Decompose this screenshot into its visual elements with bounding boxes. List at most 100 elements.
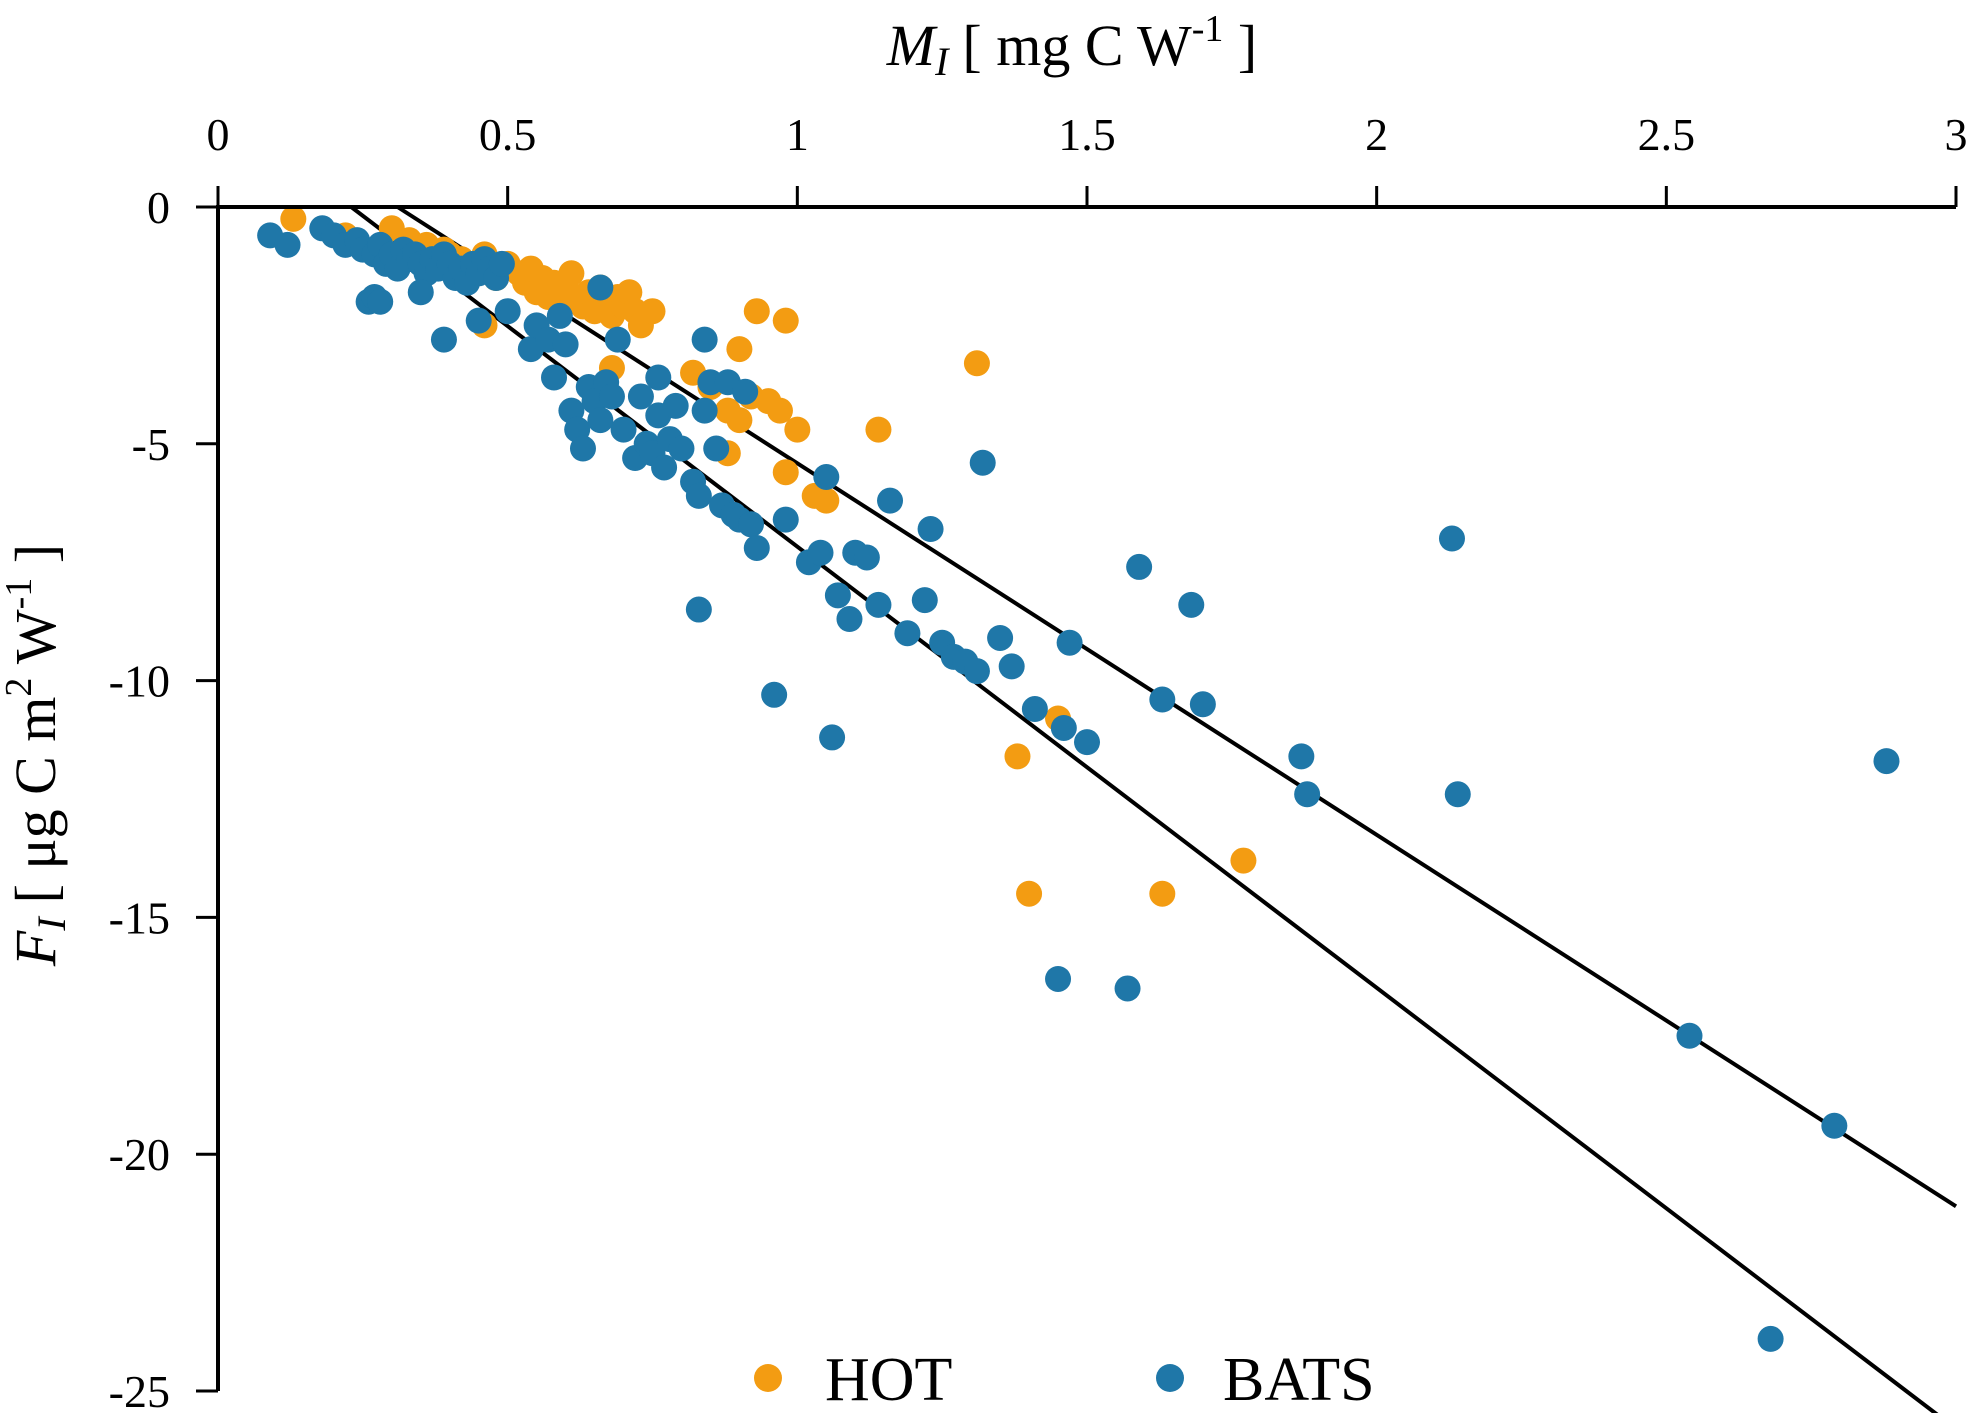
bats-point bbox=[813, 463, 840, 490]
bats-point bbox=[737, 511, 764, 538]
bats-point bbox=[465, 307, 492, 334]
bats-point bbox=[691, 397, 718, 424]
bats-point bbox=[604, 326, 631, 353]
hot-point bbox=[813, 487, 840, 514]
hot-point bbox=[963, 350, 990, 377]
x-ticks: 0 0.5 1 1.5 2 2.5 3 bbox=[207, 109, 1968, 207]
bats-point bbox=[662, 392, 689, 419]
bats-point bbox=[836, 606, 863, 633]
bats-point bbox=[488, 250, 515, 277]
hot-point bbox=[865, 416, 892, 443]
bats-point bbox=[552, 331, 579, 358]
bats-point bbox=[1873, 748, 1900, 775]
bats-point bbox=[998, 653, 1025, 680]
hot-point bbox=[1149, 880, 1176, 907]
bats-point bbox=[1294, 781, 1321, 808]
bats-point bbox=[911, 587, 938, 614]
legend-bats-marker bbox=[1156, 1364, 1184, 1392]
hot-point bbox=[772, 459, 799, 486]
bats-point bbox=[668, 435, 695, 462]
bats-point bbox=[1189, 691, 1216, 718]
hot-point bbox=[766, 397, 793, 424]
bats-point bbox=[807, 539, 834, 566]
bats-point bbox=[865, 591, 892, 618]
bats-point bbox=[685, 482, 712, 509]
bats-point bbox=[645, 364, 672, 391]
hot-point bbox=[558, 260, 585, 287]
bats-point bbox=[732, 378, 759, 405]
bats-point bbox=[877, 487, 904, 514]
x-tick-label: 2 bbox=[1365, 109, 1388, 160]
bats-point bbox=[430, 326, 457, 353]
hot-point bbox=[639, 298, 666, 325]
x-axis-title: MI[ mg C W-1 ] bbox=[886, 8, 1257, 84]
bats-point bbox=[541, 364, 568, 391]
bats-point bbox=[1021, 696, 1048, 723]
bats-point bbox=[1050, 714, 1077, 741]
hot-point bbox=[280, 205, 307, 232]
x-tick-label: 2.5 bbox=[1638, 109, 1696, 160]
bats-point bbox=[1288, 743, 1315, 770]
y-tick-label: -5 bbox=[132, 419, 170, 470]
bats-point bbox=[853, 544, 880, 571]
hot-point bbox=[784, 416, 811, 443]
bats-point bbox=[1126, 553, 1153, 580]
hot-point bbox=[1016, 880, 1043, 907]
x-tick-label: 0 bbox=[207, 109, 230, 160]
bats-point bbox=[569, 435, 596, 462]
hot-point bbox=[1230, 847, 1257, 874]
bats-point bbox=[1114, 975, 1141, 1002]
x-tick-label: 0.5 bbox=[479, 109, 537, 160]
bats-point bbox=[703, 435, 730, 462]
bats-point bbox=[587, 274, 614, 301]
bats-point bbox=[1821, 1112, 1848, 1139]
bats-point bbox=[819, 724, 846, 751]
bats-point bbox=[1045, 965, 1072, 992]
bats-point bbox=[894, 620, 921, 647]
bats-point bbox=[274, 231, 301, 258]
y-tick-label: -25 bbox=[109, 1366, 170, 1413]
bats-point bbox=[917, 516, 944, 543]
legend-hot-label: HOT bbox=[825, 1346, 952, 1413]
hot-point bbox=[1004, 743, 1031, 770]
y-tick-label: -10 bbox=[109, 656, 170, 707]
regression-line bbox=[350, 205, 1939, 1413]
bats-point bbox=[367, 288, 394, 315]
y-tick-label: -20 bbox=[109, 1129, 170, 1180]
legend: HOT BATS bbox=[754, 1346, 1375, 1413]
legend-bats-label: BATS bbox=[1223, 1346, 1375, 1413]
hot-point bbox=[772, 307, 799, 334]
bats-point bbox=[610, 416, 637, 443]
bats-point bbox=[987, 624, 1014, 651]
y-axis-title: FI[ μg C m2 W-1 ] bbox=[0, 544, 74, 967]
bats-point bbox=[1178, 591, 1205, 618]
bats-point bbox=[743, 534, 770, 561]
bats-point bbox=[627, 383, 654, 410]
x-tick-label: 3 bbox=[1945, 109, 1968, 160]
bats-point bbox=[1676, 1022, 1703, 1049]
bats-point bbox=[1056, 629, 1083, 656]
bats-point bbox=[587, 407, 614, 434]
bats-point bbox=[1757, 1325, 1784, 1352]
hot-point bbox=[726, 336, 753, 363]
bats-point bbox=[1074, 729, 1100, 756]
bats-point bbox=[598, 383, 625, 410]
bats-point bbox=[963, 658, 990, 685]
bats-point bbox=[1149, 686, 1176, 713]
bats-point bbox=[1444, 781, 1471, 808]
bats-point bbox=[651, 454, 678, 481]
axes bbox=[216, 205, 1956, 1391]
legend-hot-marker bbox=[754, 1364, 782, 1392]
hot-point bbox=[743, 298, 770, 325]
y-tick-label: 0 bbox=[147, 182, 170, 233]
y-ticks: 0 -5 -10 -15 -20 -25 bbox=[109, 182, 218, 1413]
bats-point bbox=[1438, 525, 1465, 552]
bats-point bbox=[761, 681, 788, 708]
y-tick-label: -15 bbox=[109, 892, 170, 943]
bats-point bbox=[824, 582, 851, 609]
x-tick-label: 1.5 bbox=[1058, 109, 1116, 160]
bats-point bbox=[546, 302, 573, 329]
bats-point bbox=[691, 326, 718, 353]
bats-point bbox=[772, 506, 799, 533]
